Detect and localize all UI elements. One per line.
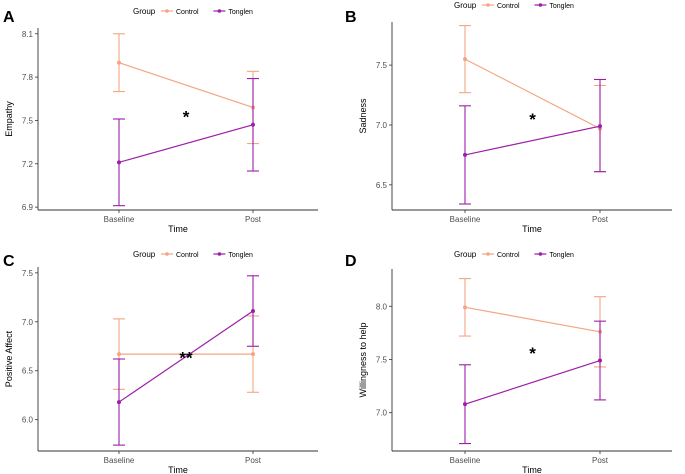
panel-label: B <box>345 9 357 26</box>
x-tick-label: Baseline <box>450 215 481 224</box>
x-axis-title: Time <box>168 224 188 234</box>
y-tick-label: 7.5 <box>376 61 388 70</box>
x-tick-label: Post <box>592 215 609 224</box>
y-tick-label: 6.5 <box>22 367 34 376</box>
legend-label-tonglen: Tonglen <box>228 252 253 259</box>
significance-annotation: * <box>529 110 536 129</box>
series-tonglen <box>459 78 606 205</box>
y-tick-label: 6.9 <box>22 203 34 212</box>
data-point-tonglen <box>463 402 467 407</box>
y-axis-title: Empathy <box>4 101 14 137</box>
series-line-tonglen <box>464 359 601 405</box>
series-line-tonglen <box>118 124 254 163</box>
data-point-tonglen <box>463 152 467 157</box>
x-axis-title: Time <box>168 465 188 474</box>
x-tick-label: Post <box>245 215 262 224</box>
y-axis-title: Positive Affect <box>4 330 14 387</box>
data-point-tonglen <box>598 358 602 363</box>
panel-b: B Group Control Tonglen 6.5 7.0 7.5 Baseline Pos… <box>345 1 672 234</box>
panel-a: A Group Control Tonglen 6.9 7.2 7.5 7.8 8.1 Basel… <box>3 7 318 234</box>
x-tick-label: Baseline <box>450 456 481 465</box>
data-point-tonglen <box>598 124 602 129</box>
legend-key-point-control <box>486 3 490 7</box>
y-tick-label: 8.1 <box>22 30 34 39</box>
y-tick-label: 7.8 <box>22 73 34 82</box>
legend-key-point-control <box>486 252 490 256</box>
data-point-tonglen <box>117 160 121 165</box>
panel-d: D Group Control Tonglen 7.0 7.5 8.0 Baseline Pos… <box>345 250 672 474</box>
x-axis-title: Time <box>522 224 542 234</box>
series-line-control <box>118 62 254 109</box>
legend-key-point-control <box>165 9 169 13</box>
significance-annotation: * <box>183 107 190 126</box>
y-axis-title: Sadness <box>358 98 368 134</box>
legend-key-point-tonglen <box>217 9 222 13</box>
data-point-control <box>117 60 121 65</box>
series-line-tonglen <box>464 125 601 156</box>
legend: Group Control Tonglen <box>133 7 253 16</box>
significance-annotation: ** <box>179 348 193 367</box>
y-axis-title: Willingness to help <box>358 322 368 397</box>
legend-title: Group <box>133 250 156 259</box>
legend: Group Control Tonglen <box>133 250 253 259</box>
legend-key-point-control <box>165 252 169 256</box>
series-control <box>459 25 606 173</box>
y-tick-label: 6.0 <box>22 416 34 425</box>
panel-label: D <box>345 253 357 270</box>
legend-label-control: Control <box>176 252 199 259</box>
series-line-tonglen <box>118 310 254 403</box>
y-tick-label: 7.0 <box>376 121 388 130</box>
legend-label-tonglen: Tonglen <box>549 3 574 10</box>
legend-label-control: Control <box>176 9 199 16</box>
x-tick-label: Baseline <box>104 215 135 224</box>
legend: Group Control Tonglen <box>454 1 574 10</box>
series-line-control <box>464 58 601 130</box>
x-tick-label: Baseline <box>104 456 135 465</box>
legend-key-point-tonglen <box>538 3 543 7</box>
series-line-control <box>464 306 601 333</box>
legend-label-tonglen: Tonglen <box>228 9 253 16</box>
panel-label: C <box>3 253 15 270</box>
legend-label-control: Control <box>497 3 520 10</box>
y-tick-label: 7.5 <box>22 116 34 125</box>
legend-title: Group <box>133 7 156 16</box>
legend-label-control: Control <box>497 252 520 259</box>
series-control <box>113 33 259 145</box>
series-tonglen <box>113 275 259 446</box>
y-tick-label: 7.5 <box>376 355 388 364</box>
legend-title: Group <box>454 250 477 259</box>
data-point-tonglen <box>251 309 255 314</box>
data-point-control <box>117 352 121 357</box>
series-tonglen <box>113 78 259 207</box>
legend-key-point-tonglen <box>538 252 543 256</box>
y-tick-label: 6.5 <box>376 181 388 190</box>
y-tick-label: 7.0 <box>376 409 388 418</box>
legend-label-tonglen: Tonglen <box>549 252 574 259</box>
series-tonglen <box>459 320 606 445</box>
significance-annotation: * <box>529 344 536 363</box>
data-point-control <box>463 305 467 310</box>
y-tick-label: 7.5 <box>22 269 34 278</box>
x-axis-title: Time <box>522 465 542 474</box>
data-point-tonglen <box>117 400 121 405</box>
data-point-tonglen <box>251 122 255 127</box>
data-point-control <box>463 57 467 62</box>
panel-c: C Group Control Tonglen 6.0 6.5 7.0 7.5 Baseline… <box>3 250 318 474</box>
x-tick-label: Post <box>592 456 609 465</box>
panel-label: A <box>3 9 15 26</box>
y-tick-label: 8.0 <box>376 302 388 311</box>
legend: Group Control Tonglen <box>454 250 574 259</box>
legend-title: Group <box>454 1 477 10</box>
x-tick-label: Post <box>245 456 262 465</box>
legend-key-point-tonglen <box>217 252 222 256</box>
y-tick-label: 7.0 <box>22 318 34 327</box>
y-tick-label: 7.2 <box>22 160 34 169</box>
data-point-control <box>251 352 255 357</box>
